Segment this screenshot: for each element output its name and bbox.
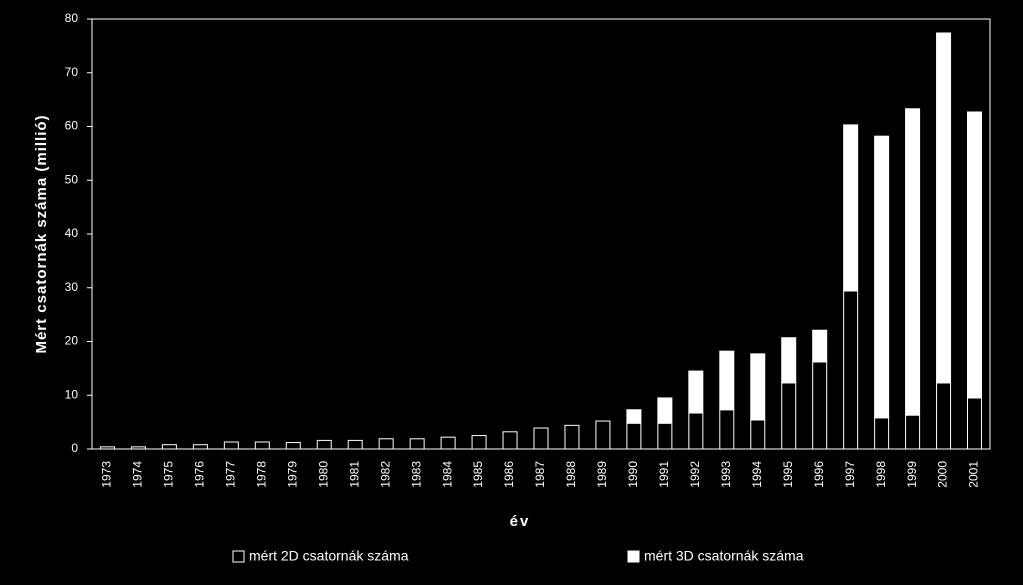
bar-segment [223,441,239,450]
x-tick-label: 1990 [626,461,640,488]
bar-segment [905,108,921,416]
bar-segment [471,435,487,450]
y-tick-label: 60 [65,119,79,133]
bar-segment [378,438,394,450]
bar-segment [750,353,766,421]
x-tick-label: 1987 [533,461,547,488]
x-axis-label: év [510,513,531,530]
x-tick-label: 1988 [564,461,578,488]
x-tick-label: 1978 [254,461,268,488]
x-tick-label: 1982 [378,461,392,488]
y-tick-label: 80 [65,11,79,25]
bar-segment [936,32,952,384]
bar-segment [874,417,890,450]
y-axis-label: Mért csatornák száma (millió) [33,114,50,353]
x-tick-label: 1991 [657,461,671,488]
y-tick-label: 20 [65,334,79,348]
x-tick-label: 1981 [347,461,361,488]
x-tick-label: 1997 [843,461,857,488]
bar-segment [502,431,518,450]
legend-label: mért 3D csatornák száma [644,548,804,564]
x-tick-label: 1979 [285,461,299,488]
bar-segment [936,382,952,450]
bar-segment [905,414,921,450]
bar-segment [316,439,332,450]
bar-segment [409,438,425,450]
bar-segment [781,337,797,384]
x-tick-label: 1980 [316,461,330,488]
x-tick-label: 1994 [750,461,764,488]
x-tick-label: 1993 [719,461,733,488]
y-tick-label: 70 [65,65,79,79]
bar-segment [347,439,363,450]
x-tick-label: 1975 [162,461,176,488]
x-tick-label: 1984 [440,461,454,488]
bar-segment [595,420,611,450]
x-tick-label: 1974 [131,461,145,488]
bar-segment [967,397,983,450]
legend-swatch [232,550,245,563]
bar-segment [967,111,983,399]
x-tick-label: 1999 [905,461,919,488]
bar-segment [440,436,456,450]
bar-segment [192,444,208,450]
bar-segment [750,419,766,450]
x-tick-label: 1998 [874,461,888,488]
bar-segment [564,424,580,450]
bar-segment [843,290,859,450]
x-tick-label: 1996 [812,461,826,488]
x-tick-label: 1973 [100,461,114,488]
y-tick-label: 50 [65,172,79,186]
x-tick-label: 1995 [781,461,795,488]
x-tick-label: 1985 [471,461,485,488]
x-tick-label: 1983 [409,461,423,488]
x-tick-label: 1992 [688,461,702,488]
bar-segment [626,422,642,450]
bar-segment [781,382,797,450]
bar-segment [812,361,828,450]
y-tick-label: 30 [65,280,79,294]
x-tick-label: 1989 [595,461,609,488]
bar-segment [626,409,642,424]
bar-segment [161,444,177,450]
bar-segment [688,412,704,450]
bar-segment [688,370,704,414]
y-tick-label: 40 [65,226,79,240]
bar-segment [812,329,828,363]
bar-segment [533,427,549,450]
bar-segment [874,135,890,419]
bar-segment [719,350,735,411]
bar-segment [130,446,146,450]
bar-segment [254,441,270,450]
bar-segment [657,397,673,424]
bar-segment [99,446,115,450]
y-tick-label: 10 [65,387,79,401]
legend-swatch [627,550,640,563]
x-tick-label: 2000 [936,461,950,488]
x-tick-label: 1986 [502,461,516,488]
legend-label: mért 2D csatornák száma [249,548,409,564]
x-tick-label: 1977 [224,461,238,488]
bar-segment [285,442,301,450]
bar-segment [719,409,735,450]
bar-segment [657,422,673,450]
x-tick-label: 1976 [193,461,207,488]
x-tick-label: 2001 [967,461,981,488]
y-tick-label: 0 [71,441,78,455]
bar-segment [843,124,859,292]
